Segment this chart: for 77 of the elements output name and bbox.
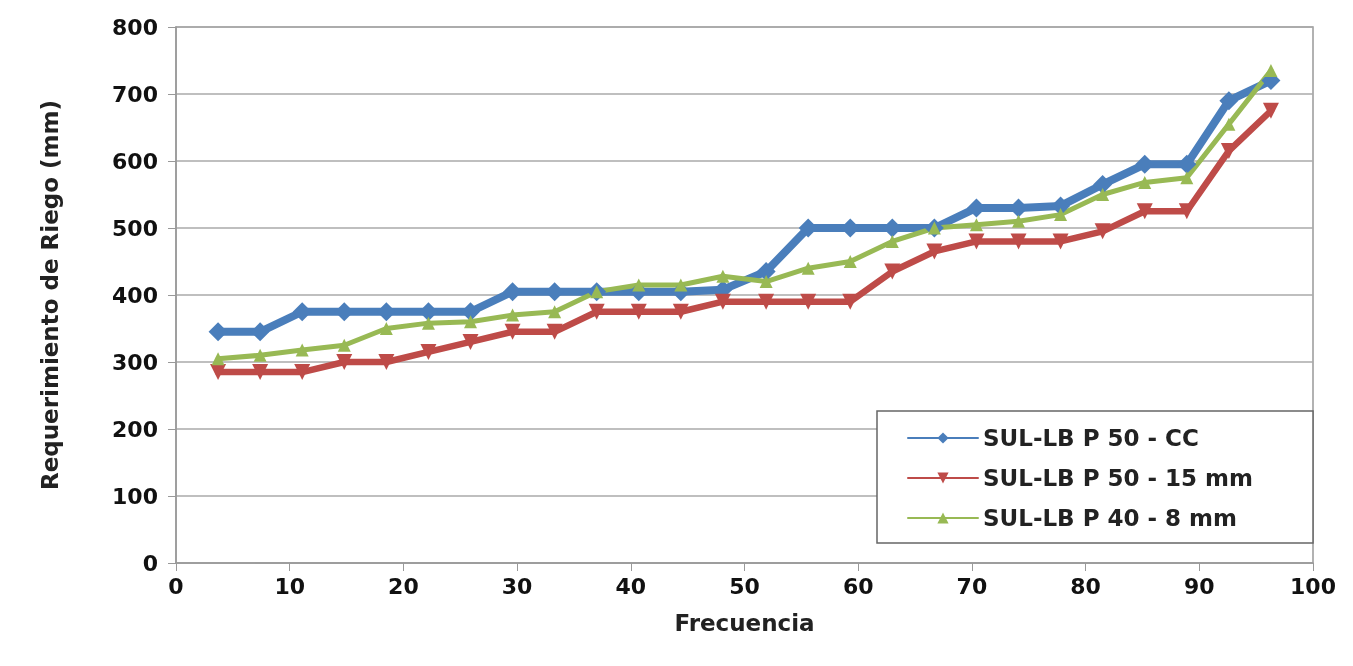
point bbox=[1054, 208, 1068, 222]
x-tick-label: 30 bbox=[501, 573, 533, 599]
point bbox=[968, 233, 985, 250]
y-tick-label: 300 bbox=[112, 349, 158, 375]
point bbox=[336, 354, 353, 370]
point bbox=[1094, 223, 1111, 240]
point bbox=[1262, 102, 1279, 119]
point bbox=[1052, 233, 1069, 250]
point bbox=[1264, 64, 1278, 78]
point bbox=[884, 263, 901, 280]
point bbox=[801, 261, 815, 275]
x-axis-title: Frecuencia bbox=[674, 609, 815, 636]
y-tick-label: 500 bbox=[112, 215, 158, 241]
point bbox=[672, 303, 689, 320]
x-tick-label: 70 bbox=[956, 573, 988, 599]
point bbox=[969, 218, 983, 232]
point bbox=[1138, 175, 1152, 189]
x-tick-label: 50 bbox=[729, 573, 760, 599]
point bbox=[885, 234, 899, 248]
point bbox=[548, 305, 562, 319]
point bbox=[1219, 91, 1239, 111]
point bbox=[756, 262, 776, 282]
x-tick-label: 90 bbox=[1183, 573, 1215, 599]
point bbox=[295, 343, 309, 357]
point bbox=[462, 333, 479, 350]
y-tick-label: 700 bbox=[112, 81, 158, 107]
point bbox=[1096, 188, 1110, 201]
y-axis-title: Requerimiento de Riego (mm) bbox=[36, 99, 63, 491]
point bbox=[759, 275, 773, 289]
point bbox=[294, 364, 311, 381]
x-tick-label: 80 bbox=[1070, 573, 1101, 599]
x-tick-label: 60 bbox=[842, 573, 874, 599]
x-tick-label: 20 bbox=[388, 573, 419, 599]
y-tick-label: 100 bbox=[112, 483, 158, 509]
point bbox=[504, 323, 521, 340]
point bbox=[1136, 203, 1153, 220]
point bbox=[506, 308, 520, 322]
point bbox=[632, 278, 646, 292]
point bbox=[1222, 117, 1236, 131]
y-tick-label: 0 bbox=[142, 550, 158, 576]
legend-label: SUL-LB P 40 - 8 mm bbox=[983, 505, 1238, 531]
x-tick-label: 10 bbox=[274, 573, 306, 599]
point bbox=[463, 315, 477, 329]
x-tick-label: 0 bbox=[168, 573, 184, 599]
point bbox=[253, 348, 267, 362]
point bbox=[842, 293, 859, 310]
point bbox=[546, 323, 563, 340]
point bbox=[926, 243, 943, 260]
point bbox=[800, 293, 817, 310]
point bbox=[379, 322, 393, 335]
point bbox=[211, 352, 225, 366]
point bbox=[588, 303, 605, 320]
point bbox=[716, 269, 730, 283]
point bbox=[421, 316, 435, 330]
point bbox=[337, 338, 351, 352]
point bbox=[1180, 171, 1194, 185]
point bbox=[674, 278, 688, 292]
point bbox=[420, 343, 437, 360]
point bbox=[843, 255, 857, 268]
point bbox=[1012, 214, 1026, 228]
legend-label: SUL-LB P 50 - CC bbox=[983, 425, 1199, 451]
y-tick-label: 400 bbox=[112, 282, 158, 308]
point bbox=[1093, 174, 1113, 194]
point bbox=[1010, 233, 1027, 250]
point bbox=[252, 364, 269, 381]
point bbox=[714, 293, 731, 310]
point bbox=[630, 303, 647, 320]
x-tick-label: 40 bbox=[615, 573, 647, 599]
point bbox=[1178, 203, 1195, 220]
legend-label: SUL-LB P 50 - 15 mm bbox=[983, 465, 1254, 491]
y-tick-label: 200 bbox=[112, 416, 158, 442]
point bbox=[378, 354, 395, 370]
point bbox=[758, 293, 775, 310]
point bbox=[210, 364, 227, 381]
x-tick-label: 100 bbox=[1290, 573, 1336, 599]
y-tick-label: 600 bbox=[112, 148, 158, 174]
y-tick-label: 800 bbox=[112, 14, 158, 40]
